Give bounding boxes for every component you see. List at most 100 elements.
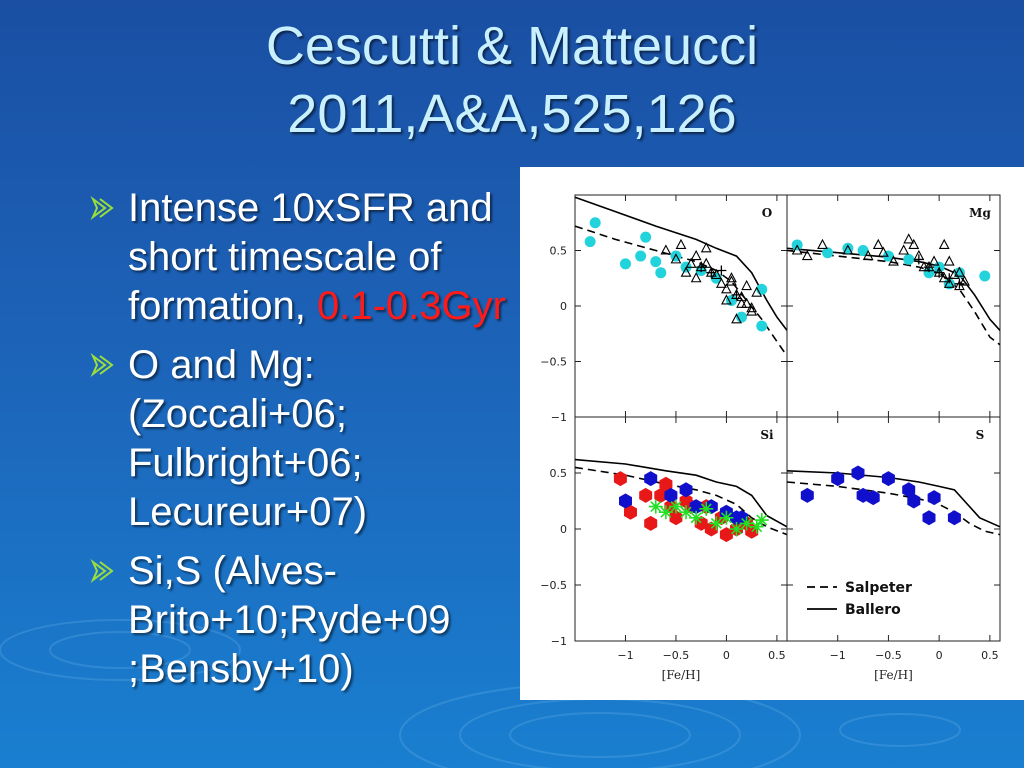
data-point-triangle	[685, 257, 697, 268]
legend-salpeter-label: Salpeter	[845, 580, 912, 596]
data-point-hexagon	[927, 490, 941, 506]
title-line-2: 2011,A&A,525,126	[287, 84, 737, 144]
data-point-circle	[943, 278, 955, 290]
data-point-triangle	[726, 275, 737, 286]
data-point-hexagon	[613, 471, 627, 487]
data-point-triangle	[700, 257, 712, 268]
data-point-triangle	[670, 253, 682, 264]
bullet-item: Intense 10xSFR and short timescale of fo…	[90, 184, 510, 331]
panel-o: O −1 −0.5 0 0.5	[540, 194, 788, 424]
data-point-cross	[954, 278, 965, 289]
data-point-triangle	[791, 244, 803, 255]
x-tick-label: 0	[936, 649, 943, 662]
bullet-text: Si,S (Alves-Brito+10;Ryde+09 ;Bensby+10)	[128, 549, 451, 691]
data-point-triangle	[731, 313, 742, 324]
y-tick-label: −1	[551, 411, 567, 424]
data-point-triangle	[877, 246, 889, 257]
data-point-circle	[584, 236, 596, 248]
data-point-cross	[696, 262, 707, 273]
bullet-text: Intense 10xSFR and short timescale of fo…	[128, 186, 493, 328]
data-point-asterisk	[699, 501, 714, 516]
data-point-triangle	[746, 302, 758, 313]
y-tick-label: 0	[560, 300, 567, 313]
data-point-triangle	[746, 305, 758, 316]
data-point-triangle	[938, 272, 950, 283]
data-point-cross	[924, 262, 934, 273]
data-point-triangle	[903, 233, 915, 244]
data-point-triangle	[726, 272, 737, 283]
data-point-triangle	[801, 249, 813, 261]
data-point-hexagon	[624, 504, 637, 520]
x-axis-label: [Fe/H]	[662, 668, 701, 682]
arrow-bullet-icon	[90, 196, 114, 220]
data-point-asterisk	[709, 516, 724, 531]
data-point-triangle	[680, 266, 692, 277]
data-point-triangle	[938, 238, 950, 249]
data-point-triangle	[898, 244, 910, 255]
data-point-asterisk	[729, 522, 744, 536]
x-tick-label: −1	[830, 649, 846, 662]
data-point-cross	[731, 289, 742, 300]
y-tick-label: 0.5	[550, 245, 568, 258]
y-tick-label: −0.5	[540, 579, 567, 592]
data-point-hexagon	[679, 482, 693, 498]
data-point-hexagon	[881, 471, 895, 487]
x-axis-label: [Fe/H]	[874, 668, 913, 682]
data-point-circle	[725, 294, 737, 306]
data-point-circle	[635, 250, 647, 262]
salpeter-curve	[786, 249, 1001, 346]
y-tick-label: −1	[551, 635, 567, 648]
data-point-triangle	[736, 297, 747, 308]
panel-s: S −1 −0.5 0 0.5 [Fe/H] Salpeter Ballero	[786, 416, 1001, 682]
data-point-triangle	[888, 255, 899, 266]
data-point-asterisk	[658, 505, 673, 520]
data-point-hexagon	[800, 487, 814, 503]
data-point-triangle	[943, 277, 955, 288]
data-point-circle	[857, 245, 869, 256]
abundance-figure: O −1 −0.5 0 0.5 Mg Si −1 −0.5 0 0.5 −1 −0.5 0 0.5 [Fe/H…	[520, 167, 1024, 700]
data-point-hexagon	[947, 510, 961, 526]
data-point-triangle	[842, 244, 854, 255]
data-point-cross	[913, 254, 924, 265]
data-point-asterisk	[749, 519, 764, 534]
data-point-circle	[619, 258, 631, 270]
y-tick-label: −0.5	[540, 356, 567, 369]
panel-si: Si −1 −0.5 0 0.5 −1 −0.5 0 0.5 [Fe/H]	[540, 416, 788, 682]
data-point-asterisk	[739, 516, 754, 531]
data-point-triangle	[918, 260, 930, 272]
panel-label: Si	[760, 428, 774, 442]
data-point-asterisk	[668, 499, 683, 514]
bullet-item: Si,S (Alves-Brito+10;Ryde+09 ;Bensby+10)	[90, 547, 510, 694]
y-tick-label: 0	[560, 523, 567, 536]
data-point-triangle	[675, 238, 687, 249]
bullet-item: O and Mg: (Zoccali+06; Fulbright+06; Lec…	[90, 341, 510, 537]
panel-label: Mg	[969, 206, 991, 220]
data-point-triangle	[690, 272, 702, 283]
data-point-triangle	[928, 255, 940, 266]
data-point-hexagon	[639, 487, 653, 503]
data-point-triangle	[721, 283, 732, 294]
data-point-hexagon	[856, 487, 870, 503]
x-tick-label: −1	[617, 649, 633, 662]
data-point-circle	[640, 231, 652, 243]
data-point-hexagon	[907, 493, 921, 509]
bullet-text: O and Mg: (Zoccali+06; Fulbright+06; Lec…	[128, 343, 368, 534]
data-point-circle	[903, 253, 915, 265]
data-point-circle	[655, 267, 667, 279]
data-point-triangle	[959, 275, 970, 286]
x-tick-label: −0.5	[875, 649, 902, 662]
data-point-triangle	[751, 286, 763, 297]
panel-mg: Mg	[786, 194, 1001, 418]
panel-frame	[574, 194, 788, 418]
data-point-circle	[736, 311, 748, 323]
salpeter-curve	[574, 225, 788, 357]
x-tick-label: 0	[723, 649, 730, 662]
data-point-hexagon	[644, 515, 658, 531]
data-point-circle	[882, 250, 894, 262]
data-point-hexagon	[664, 487, 678, 503]
data-point-triangle	[741, 279, 753, 291]
data-point-triangle	[660, 244, 672, 255]
data-point-triangle	[721, 294, 732, 305]
abundance-chart: O −1 −0.5 0 0.5 Mg Si −1 −0.5 0 0.5 −1 −0.5 0 0.5 [Fe/H…	[540, 194, 1001, 682]
data-point-hexagon	[659, 476, 673, 492]
